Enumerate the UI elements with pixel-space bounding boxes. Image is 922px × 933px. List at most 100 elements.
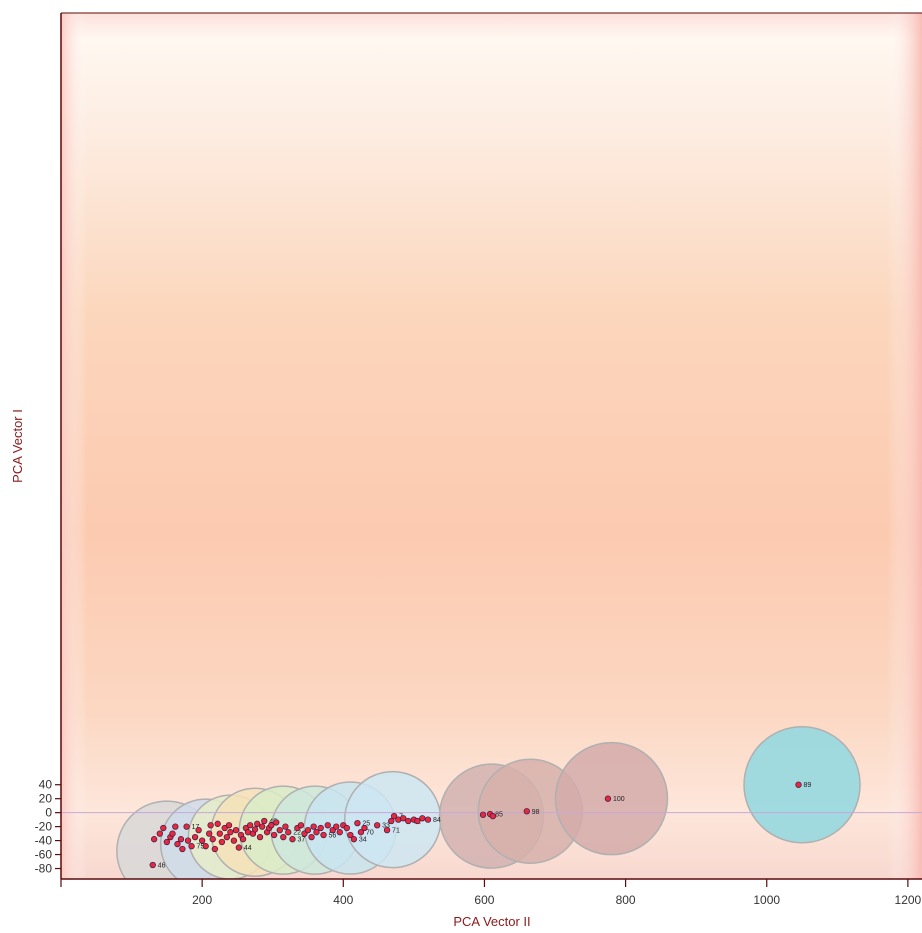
data-point: [414, 817, 421, 825]
data-point: [223, 833, 230, 841]
point-label: 34: [359, 837, 367, 844]
data-point: [400, 815, 407, 822]
point-label: 25: [362, 821, 370, 828]
point-label: 22: [293, 830, 301, 837]
data-point: [347, 831, 354, 839]
data-point: [179, 845, 186, 853]
data-point: [343, 824, 350, 832]
data-point: [604, 795, 612, 802]
data-point: [268, 822, 275, 829]
x-tick-label: 800: [616, 893, 636, 907]
data-point: [388, 817, 395, 825]
data-point: [282, 823, 289, 830]
data-point: [191, 833, 199, 841]
data-point: [202, 843, 209, 850]
x-tick-label: 1000: [753, 893, 780, 907]
data-point: [310, 823, 317, 830]
y-tick-label: -60: [35, 848, 53, 862]
data-point: [285, 829, 292, 836]
data-point: [183, 823, 190, 830]
data-point: [324, 822, 331, 829]
data-point: [207, 822, 214, 829]
data-point: [350, 836, 358, 843]
point-label: 100: [613, 796, 625, 803]
data-point: [308, 833, 315, 841]
data-point: [333, 823, 340, 830]
data-point: [289, 836, 296, 843]
data-point: [523, 808, 530, 815]
data-point: [270, 831, 278, 839]
data-point: [336, 829, 343, 836]
y-tick-label: 20: [39, 792, 53, 806]
point-layer: 4617754445223756342570337177284859810089: [149, 781, 811, 870]
data-point: [232, 826, 240, 834]
data-point: [198, 837, 206, 844]
data-point: [177, 836, 185, 843]
data-point: [320, 831, 327, 839]
data-point: [419, 815, 426, 822]
data-point: [160, 824, 167, 832]
point-label: 44: [244, 845, 252, 852]
y-tick-label: -80: [35, 862, 53, 876]
data-point: [424, 816, 432, 823]
x-tick-label: 400: [333, 893, 353, 907]
data-point: [225, 822, 233, 829]
data-point: [214, 820, 221, 827]
y-tick-label: 0: [45, 806, 52, 820]
x-tick-label: 1200: [895, 893, 922, 907]
y-tick-label: -40: [35, 834, 53, 848]
data-point: [254, 820, 261, 827]
data-point: [383, 826, 391, 834]
data-point: [163, 838, 171, 846]
data-point: [251, 826, 259, 833]
point-label: 56: [329, 833, 337, 840]
cluster-bubble: [554, 741, 669, 856]
data-point: [211, 845, 219, 853]
data-point: [218, 838, 226, 846]
data-point: [149, 861, 156, 869]
data-point: [216, 830, 223, 837]
data-point: [151, 836, 158, 843]
data-point: [280, 833, 287, 841]
data-point: [317, 824, 324, 832]
x-tick-label: 600: [474, 893, 494, 907]
point-label: 33: [382, 823, 390, 830]
data-point: [239, 836, 247, 843]
data-point: [156, 830, 163, 837]
cluster-bubble: [743, 725, 861, 844]
plot-background: [61, 13, 922, 879]
data-point: [354, 819, 361, 827]
data-point: [304, 826, 312, 834]
x-axis-ticks: 200 400 600 800 1000 1200: [60, 879, 922, 907]
point-label: 71: [392, 828, 400, 835]
point-label: 17: [192, 824, 200, 831]
data-point: [188, 843, 195, 850]
point-label: 85: [495, 812, 503, 819]
data-point: [357, 829, 365, 836]
data-point: [230, 837, 238, 844]
data-point: [313, 829, 320, 836]
data-point: [184, 837, 192, 844]
data-point: [258, 823, 266, 830]
data-point: [374, 822, 381, 829]
point-label: 98: [532, 809, 540, 816]
y-tick-label: 40: [39, 778, 53, 792]
data-point: [256, 833, 264, 841]
data-point: [172, 823, 179, 830]
x-tick-label: 200: [192, 893, 212, 907]
data-point: [405, 817, 412, 825]
data-point: [261, 817, 268, 825]
data-point: [209, 836, 216, 843]
data-point: [276, 826, 283, 834]
data-point: [174, 840, 181, 848]
point-label: 75: [197, 844, 205, 851]
data-point: [235, 844, 242, 851]
point-label: 46: [158, 863, 166, 870]
data-point: [206, 830, 213, 837]
point-label: 89: [803, 782, 811, 789]
data-point: [361, 824, 368, 832]
data-point: [195, 826, 202, 834]
data-point: [227, 829, 234, 836]
